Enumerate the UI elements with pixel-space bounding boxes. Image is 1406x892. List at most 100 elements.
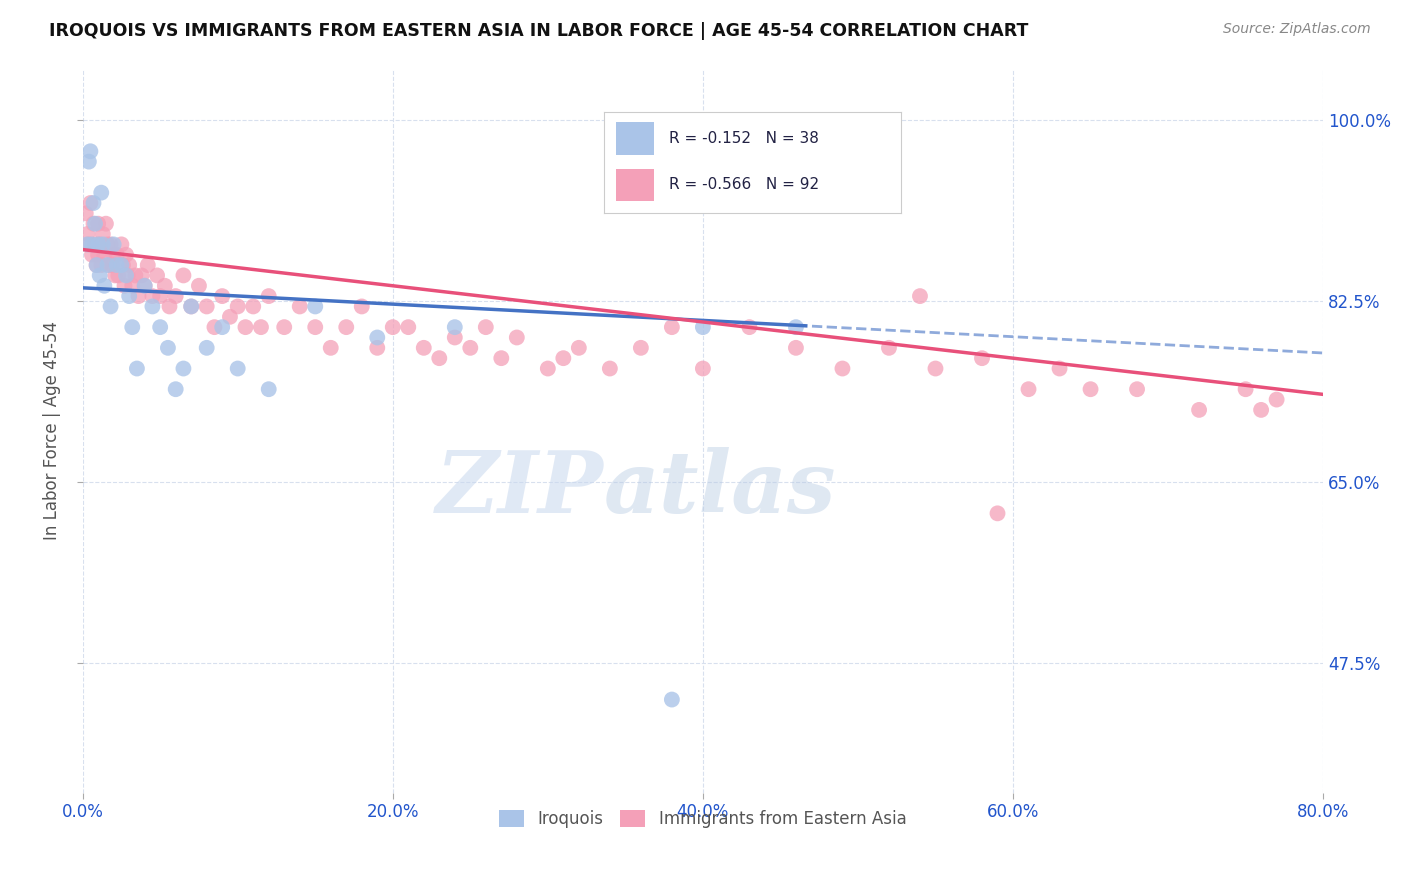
Point [412,341,434,355]
Point [76,227,98,241]
Point [110,258,132,272]
Point [159,300,181,314]
Point [257,289,280,303]
Point [101,258,124,272]
Point [87,237,110,252]
Point [80,248,103,262]
Point [908,289,931,303]
Point [211,289,233,303]
Point [366,330,388,344]
Point [924,361,946,376]
Point [98,258,121,272]
Point [235,320,257,334]
Point [149,289,172,303]
Point [134,278,156,293]
Point [105,248,128,262]
Point [288,300,311,314]
Point [93,278,115,293]
Point [187,278,209,293]
Point [986,506,1008,520]
Point [115,268,138,283]
Point [76,237,98,252]
Point [103,248,125,262]
Point [172,268,194,283]
Point [149,320,172,334]
Point [506,330,529,344]
Point [692,361,714,376]
Point [127,289,149,303]
Point [831,361,853,376]
Point [661,692,683,706]
Point [125,361,148,376]
Point [91,227,114,241]
Point [738,320,761,334]
Point [661,320,683,334]
Point [195,300,218,314]
Point [94,217,117,231]
Point [134,278,156,293]
Point [211,320,233,334]
Point [100,237,122,252]
Point [319,341,342,355]
Point [443,330,465,344]
Point [204,320,226,334]
Point [117,268,139,283]
Point [131,268,153,283]
Point [146,268,169,283]
Point [273,320,295,334]
Point [87,248,110,262]
Point [1126,382,1149,396]
Point [226,361,249,376]
Point [86,258,108,272]
Point [180,300,202,314]
Point [304,320,326,334]
Point [89,237,111,252]
Point [153,278,176,293]
Point [970,351,993,366]
Point [877,341,900,355]
Point [553,351,575,366]
Point [785,341,807,355]
Point [96,237,118,252]
Point [630,341,652,355]
Point [1018,382,1040,396]
Point [250,320,273,334]
Point [80,237,103,252]
Text: atlas: atlas [603,447,837,530]
Point [1250,403,1272,417]
Point [107,268,129,283]
Point [1188,403,1211,417]
Point [692,320,714,334]
Point [110,237,132,252]
Point [219,310,242,324]
Point [335,320,357,334]
Point [568,341,591,355]
Point [93,248,115,262]
Point [121,320,143,334]
Point [83,196,105,211]
Legend: Iroquois, Immigrants from Eastern Asia: Iroquois, Immigrants from Eastern Asia [492,804,912,835]
Point [103,237,125,252]
Point [84,237,107,252]
Point [86,258,108,272]
Text: IROQUOIS VS IMMIGRANTS FROM EASTERN ASIA IN LABOR FORCE | AGE 45-54 CORRELATION : IROQUOIS VS IMMIGRANTS FROM EASTERN ASIA… [49,22,1029,40]
Point [111,258,134,272]
Point [105,258,128,272]
Point [77,154,100,169]
Point [427,351,450,366]
Point [87,217,110,231]
Point [475,320,498,334]
Point [124,268,146,283]
Point [537,361,560,376]
Point [79,145,101,159]
Point [75,206,97,220]
Text: Source: ZipAtlas.com: Source: ZipAtlas.com [1223,22,1371,37]
Point [491,351,513,366]
Point [785,320,807,334]
Text: ZIP: ZIP [436,447,603,530]
Point [83,217,105,231]
Point [1265,392,1288,407]
Point [90,186,112,200]
Point [443,320,465,334]
Point [115,248,138,262]
